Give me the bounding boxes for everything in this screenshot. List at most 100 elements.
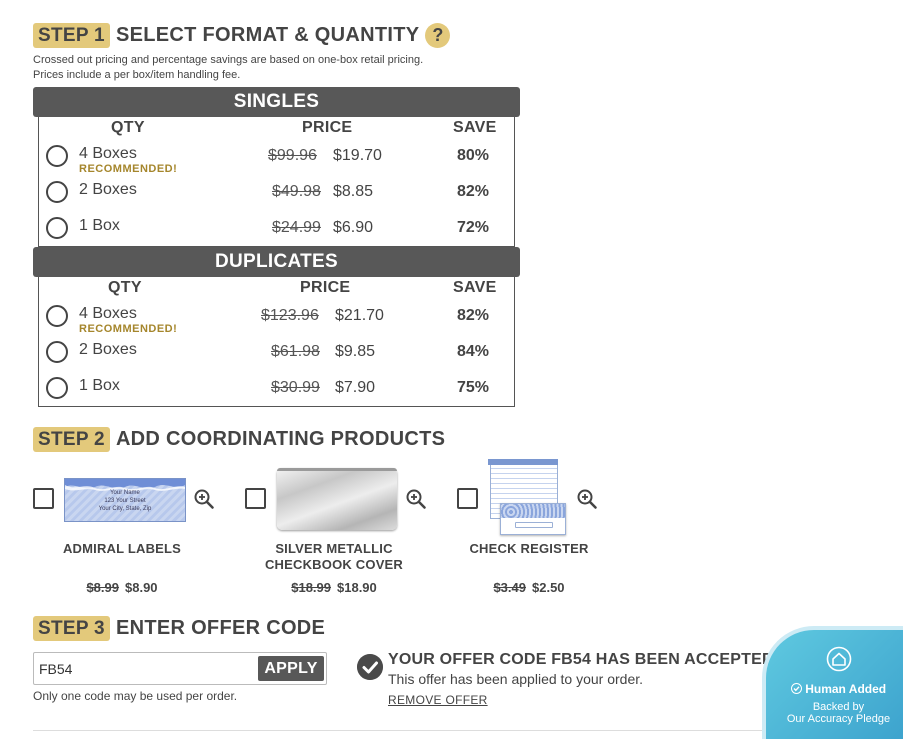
product-checkbox[interactable] [33,488,54,509]
product-name: CHECK REGISTER [469,541,589,556]
offer-code-field: APPLY [33,652,327,685]
original-price: $99.96 [268,147,317,164]
accuracy-pledge-badge[interactable]: Human Added Backed by Our Accuracy Pledg… [762,626,903,739]
home-shield-icon [826,646,852,672]
offer-code-input[interactable] [34,653,254,684]
singles-option-2-boxes[interactable]: 2 Boxes $49.98 $8.85 82% [39,179,514,215]
save-column-header: SAVE [453,119,497,136]
original-price: $8.99 [86,580,119,595]
recommended-tag: RECOMMENDED! [79,323,178,335]
qty-column-header: QTY [108,279,142,296]
checkbook-cover-image[interactable] [277,468,397,530]
step1-title: SELECT FORMAT & QUANTITY [115,24,420,46]
remove-offer-link[interactable]: REMOVE OFFER [388,693,488,707]
duplicates-table: QTY PRICE SAVE 4 Boxes RECOMMENDED! $123… [38,277,515,407]
product-price: $8.99 $8.90 [22,580,222,595]
sale-price: $9.85 [335,343,376,360]
product-checkbox[interactable] [245,488,266,509]
pricing-note-line1: Crossed out pricing and percentage savin… [33,54,424,66]
sale-price: $18.90 [337,580,377,595]
register-cover [500,503,566,535]
step1-header: STEP 1 SELECT FORMAT & QUANTITY ? [33,23,451,48]
product-price: $3.49 $2.50 [429,580,629,595]
duplicates-header: DUPLICATES [33,247,520,277]
step3-title: ENTER OFFER CODE [115,617,326,639]
option-label: 1 Box [79,377,120,394]
product-price: $18.99 $18.90 [234,580,434,595]
wave-graphic [65,479,185,491]
sale-price: $6.90 [333,219,374,236]
radio-button[interactable] [46,305,68,327]
radio-button[interactable] [46,341,68,363]
pledge-title: Human Added [805,682,887,696]
original-price: $18.99 [291,580,331,595]
pricing-note: Crossed out pricing and percentage savin… [33,53,423,83]
cover-edge [277,468,397,471]
original-price: $24.99 [272,219,321,236]
save-percent: 80% [457,147,490,164]
pledge-text: Backed by Our Accuracy Pledge [786,701,891,725]
save-percent: 72% [457,219,490,236]
original-price: $49.98 [272,183,321,200]
price-column-header: PRICE [300,279,351,296]
save-percent: 82% [457,307,490,324]
duplicates-option-1-box[interactable]: 1 Box $30.99 $7.90 75% [39,375,514,411]
sale-price: $8.90 [125,580,158,595]
product-checkbox[interactable] [457,488,478,509]
offer-applied-message: This offer has been applied to your orde… [388,671,644,687]
singles-option-1-box[interactable]: 1 Box $24.99 $6.90 72% [39,215,514,251]
register-header [488,459,558,465]
duplicates-option-4-boxes[interactable]: 4 Boxes RECOMMENDED! $123.96 $21.70 82% [39,303,514,339]
admiral-labels-image[interactable]: Your Name 123 Your Street Your City, Sta… [64,478,186,522]
save-percent: 82% [457,183,490,200]
step3-badge: STEP 3 [33,616,110,641]
zoom-in-icon[interactable] [576,488,598,510]
apply-button[interactable]: APPLY [258,656,324,681]
product-name: SILVER METALLIC CHECKBOOK COVER [264,541,404,572]
qty-column-header: QTY [111,119,145,136]
sale-price: $8.85 [333,183,374,200]
radio-button[interactable] [46,377,68,399]
step2-header: STEP 2 ADD COORDINATING PRODUCTS [33,427,445,452]
original-price: $3.49 [493,580,526,595]
save-percent: 84% [457,343,490,360]
singles-table: QTY PRICE SAVE 4 Boxes RECOMMENDED! $99.… [38,117,515,247]
sale-price: $2.50 [532,580,565,595]
option-label: 1 Box [79,217,120,234]
singles-header: SINGLES [33,87,520,117]
save-column-header: SAVE [453,279,497,296]
checkmark-icon [357,654,383,680]
sale-price: $19.70 [333,147,382,164]
help-icon[interactable]: ? [425,23,451,48]
sale-price: $7.90 [335,379,376,396]
zoom-in-icon[interactable] [193,488,215,510]
zoom-in-icon[interactable] [405,488,427,510]
step2-badge: STEP 2 [33,427,110,452]
sale-price: $21.70 [335,307,384,324]
product-name: ADMIRAL LABELS [62,541,182,556]
offer-accepted-message: YOUR OFFER CODE FB54 HAS BEEN ACCEPTED. [388,651,779,668]
original-price: $123.96 [261,307,319,324]
radio-button[interactable] [46,145,68,167]
option-label: 4 Boxes [79,305,137,322]
label-preview-text: Your Name 123 Your Street Your City, Sta… [98,490,152,512]
radio-button[interactable] [46,181,68,203]
divider [33,730,763,731]
step1-badge: STEP 1 [33,23,110,48]
option-label: 4 Boxes [79,145,137,162]
save-percent: 75% [457,379,490,396]
register-cover-pattern [501,504,565,518]
pricing-note-line2: Prices include a per box/item handling f… [33,69,241,81]
register-cover-label [515,522,553,528]
duplicates-option-2-boxes[interactable]: 2 Boxes $61.98 $9.85 84% [39,339,514,375]
check-circle-icon [790,683,802,694]
radio-button[interactable] [46,217,68,239]
offer-code-note: Only one code may be used per order. [33,689,238,703]
check-register-image[interactable] [488,459,568,537]
option-label: 2 Boxes [79,181,137,198]
singles-option-4-boxes[interactable]: 4 Boxes RECOMMENDED! $99.96 $19.70 80% [39,143,514,179]
price-column-header: PRICE [302,119,353,136]
step2-title: ADD COORDINATING PRODUCTS [115,428,446,450]
original-price: $30.99 [271,379,320,396]
recommended-tag: RECOMMENDED! [79,163,178,175]
